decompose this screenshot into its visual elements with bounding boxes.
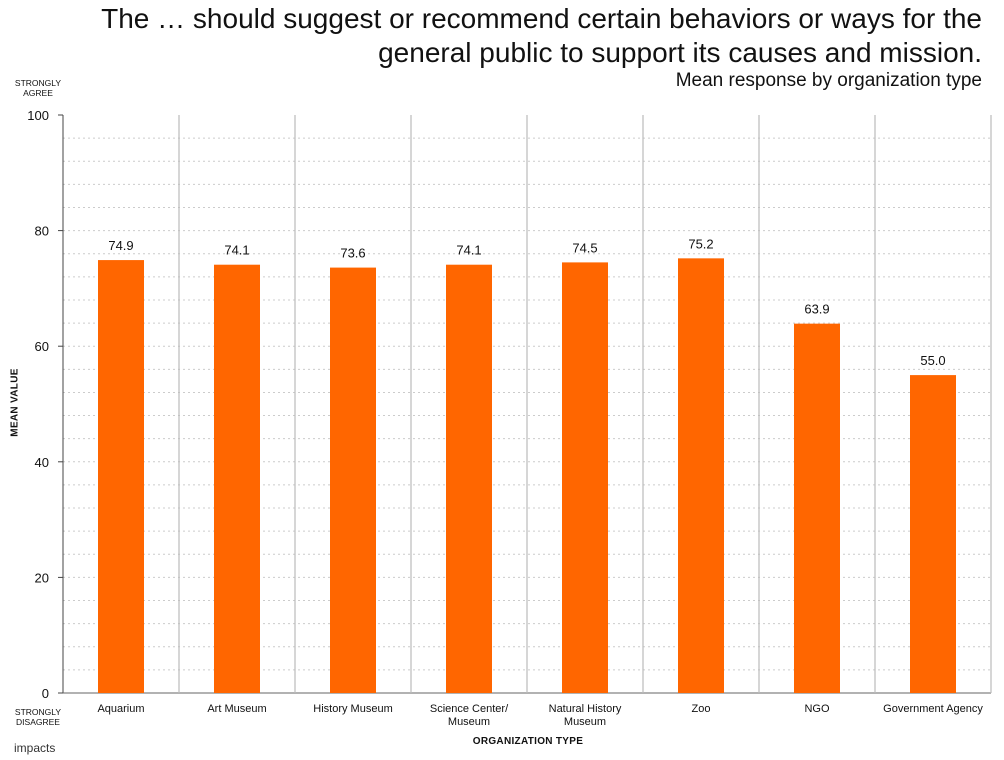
category-label: Museum [564,716,606,728]
top-anchor-label: STRONGLY AGREE [8,78,68,98]
bar [214,264,260,693]
value-label: 63.9 [804,302,829,317]
top-anchor-line-1: STRONGLY [14,78,62,88]
x-axis-label: ORGANIZATION TYPE [472,736,584,747]
top-anchor-line-2: AGREE [23,88,53,98]
category-label: Aquarium [97,703,144,715]
bar [794,323,840,693]
y-tick-label: 60 [35,339,49,354]
value-label: 73.6 [340,246,365,261]
category-label: Science Center/ [430,703,509,715]
value-label: 55.0 [920,353,945,368]
chart-subtitle: Mean response by organization type [675,70,982,91]
category-label: NGO [804,703,830,715]
bar [562,262,608,693]
value-label: 74.5 [572,240,597,255]
bottom-anchor-line-1: STRONGLY [14,707,62,717]
bar [678,258,724,693]
category-label: Natural History [549,703,622,715]
category-label: Government Agency [883,703,983,715]
bottom-anchor-label: STRONGLY DISAGREE [8,707,68,727]
brand-logo: impacts [14,741,55,755]
y-tick-label: 80 [35,224,49,239]
chart-title-line-1: The … should suggest or recommend certai… [101,3,982,34]
bar [330,267,376,693]
value-label: 75.2 [688,236,713,251]
value-label: 74.1 [456,243,481,258]
value-label: 74.1 [224,243,249,258]
value-label: 74.9 [108,238,133,253]
y-tick-label: 40 [35,455,49,470]
category-label: Zoo [692,703,711,715]
y-tick-label: 20 [35,570,49,585]
category-label: Museum [448,716,490,728]
brand-text: impacts [14,741,56,755]
y-tick-label: 0 [42,686,49,701]
y-tick-label: 100 [27,108,49,123]
category-label: History Museum [313,703,392,715]
chart-title-line-2: general public to support its causes and… [378,37,982,68]
bar [446,264,492,693]
bar [98,260,144,693]
category-label: Art Museum [207,703,266,715]
bottom-anchor-line-2: DISAGREE [16,717,60,727]
bar [910,375,956,693]
